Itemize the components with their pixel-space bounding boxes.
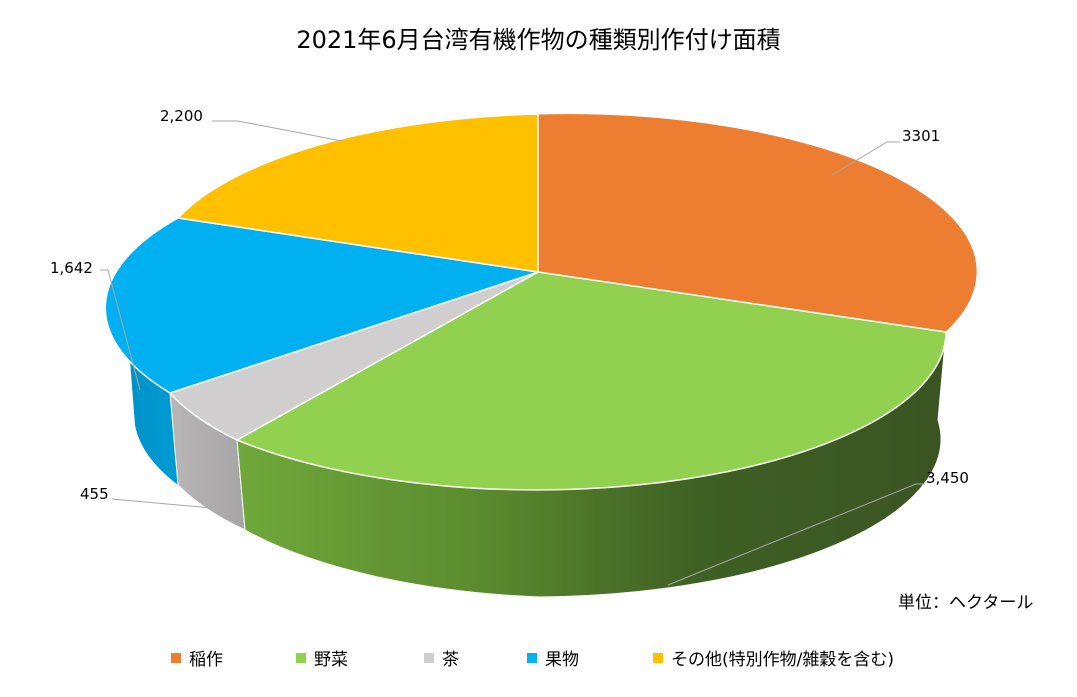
legend-swatch-fruit	[527, 652, 537, 663]
legend-swatch-other	[653, 652, 663, 663]
unit-note: 単位：ヘクタール	[898, 593, 1034, 613]
data-label-vegetables: 3,450	[926, 469, 969, 487]
legend-item-vegetables[interactable]: 野菜	[296, 645, 348, 670]
data-label-fruit: 1,642	[50, 259, 93, 277]
leader-line-fruit	[100, 269, 141, 391]
legend-item-other[interactable]: その他(特別作物/雑穀を含む)	[653, 645, 894, 670]
data-label-other: 2,200	[160, 107, 203, 125]
data-label-tea: 455	[80, 485, 109, 503]
slice-other[interactable]	[176, 113, 539, 273]
data-label-rice: 3301	[902, 127, 940, 145]
legend-label: 茶	[442, 650, 459, 670]
leader-line-vegetables	[667, 483, 925, 586]
chart-legend: 稲作 野菜 茶 果物 その他(特別作物/雑穀を含む)	[0, 645, 1077, 671]
legend-swatch-tea	[424, 652, 434, 663]
leader-line-rice	[831, 141, 900, 176]
chart-title: 2021年6月台湾有機作物の種類別作付け面積	[296, 26, 781, 54]
legend-swatch-vegetables	[296, 652, 306, 663]
legend-item-rice[interactable]: 稲作	[171, 645, 223, 670]
leader-line-tea	[111, 498, 213, 509]
leader-line-other	[212, 120, 343, 142]
legend-item-fruit[interactable]: 果物	[527, 645, 579, 670]
legend-label: 果物	[545, 650, 579, 670]
legend-swatch-rice	[171, 652, 181, 663]
slice-fruit[interactable]	[104, 217, 539, 394]
slice-rice[interactable]	[537, 113, 978, 333]
legend-label: その他(特別作物/雑穀を含む)	[671, 650, 894, 670]
legend-label: 稲作	[189, 650, 223, 670]
legend-label: 野菜	[314, 650, 348, 670]
legend-item-tea[interactable]: 茶	[424, 645, 459, 670]
slice-tea[interactable]	[168, 271, 539, 441]
slice-vegetables[interactable]	[235, 271, 947, 491]
